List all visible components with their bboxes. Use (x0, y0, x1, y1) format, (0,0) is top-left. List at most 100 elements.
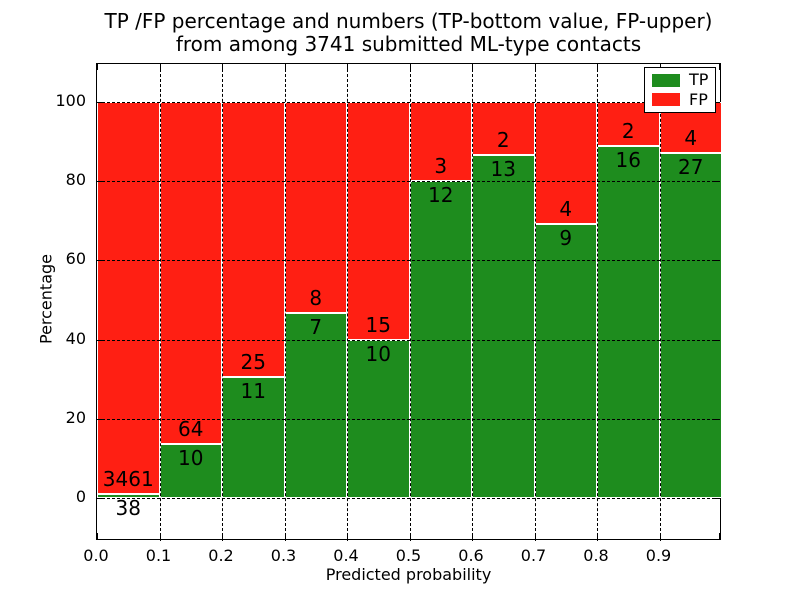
x-tick (534, 64, 536, 70)
gridline-vertical (534, 64, 536, 541)
tp-count-label: 13 (490, 156, 516, 181)
y-tick-label: 100 (55, 91, 86, 110)
gridline-horizontal (97, 498, 720, 499)
x-tick (597, 64, 598, 70)
x-tick-label: 0.9 (645, 546, 672, 565)
y-tick (714, 260, 720, 262)
x-tick (409, 64, 411, 70)
x-tick (597, 533, 598, 539)
gridline-vertical (222, 64, 223, 541)
x-tick (159, 64, 161, 70)
fp-count-label: 15 (365, 312, 391, 337)
x-tick (472, 533, 473, 539)
gridline-horizontal (97, 339, 720, 341)
x-tick-label: 0.7 (520, 546, 547, 565)
y-tick-label: 40 (65, 328, 86, 348)
fp-count-label: 3461 (102, 466, 154, 491)
tp-bar-segment (472, 154, 535, 498)
gridline-vertical (659, 64, 661, 541)
y-tick-label: 0 (75, 487, 86, 506)
chart-title-line1: TP /FP percentage and numbers (TP-bottom… (104, 9, 713, 33)
fp-count-label: 4 (559, 196, 573, 221)
x-tick (347, 64, 348, 70)
x-tick (719, 533, 720, 539)
tp-bar-segment (159, 444, 222, 498)
gridline-horizontal (97, 260, 720, 262)
tp-legend-label: TP (689, 70, 709, 90)
x-tick (347, 533, 348, 539)
x-tick (719, 64, 720, 70)
fp-count-label: 2 (496, 127, 510, 152)
y-tick (97, 102, 103, 103)
x-tick-label: 0.6 (458, 546, 484, 565)
fp-bar-segment (347, 102, 410, 340)
plot-area: TP FP 3461 38 64 10 25 11 8 7 15 10 3 12 2 13 4 9 2 16 4 27 (96, 63, 722, 541)
x-tick (97, 64, 98, 70)
x-tick-label: 0.8 (583, 546, 609, 565)
gridline-horizontal (97, 418, 720, 420)
y-tick (714, 339, 720, 341)
y-tick (97, 418, 103, 420)
x-tick (409, 533, 411, 539)
tp-bar-segment (659, 153, 722, 498)
gridline-horizontal (97, 102, 720, 103)
x-tick (284, 533, 286, 539)
tp-count-label: 10 (365, 341, 391, 366)
fp-bar-segment (284, 102, 347, 314)
x-axis-label: Predicted probability (325, 565, 492, 584)
fp-count-label: 64 (178, 417, 204, 442)
tp-count-label: 9 (559, 225, 573, 250)
gridline-vertical (409, 64, 411, 541)
legend: TP FP (644, 67, 716, 113)
y-tick-label: 20 (65, 407, 86, 427)
tp-count-label: 16 (615, 148, 641, 172)
x-tick-label: 0.4 (333, 546, 359, 565)
chart-title-line2: from among 3741 submitted ML-type contac… (175, 32, 642, 56)
y-tick-label: 60 (65, 249, 86, 269)
legend-item-tp: TP (645, 71, 715, 89)
x-tick (659, 533, 661, 539)
tp-bar-segment (97, 493, 160, 498)
gridline-vertical (347, 64, 348, 541)
fp-bar-segment (534, 102, 597, 224)
x-tick (534, 533, 536, 539)
fp-legend-label: FP (689, 89, 708, 109)
tp-count-label: 12 (428, 183, 454, 208)
tp-count-label: 27 (678, 155, 704, 180)
fp-bar-segment (159, 102, 222, 445)
chart-title: TP /FP percentage and numbers (TP-bottom… (96, 10, 721, 56)
y-tick (97, 181, 103, 183)
x-tick-label: 0.5 (395, 546, 422, 565)
gridline-vertical (472, 64, 473, 541)
x-tick-label: 0.0 (83, 546, 109, 565)
x-tick (159, 533, 161, 539)
x-tick-label: 0.3 (270, 546, 297, 565)
tp-bar-segment (284, 313, 347, 498)
tp-bar-segment (597, 146, 660, 498)
tp-bar-segment (534, 223, 597, 498)
fp-bar-segment (97, 102, 160, 494)
x-tick (222, 533, 223, 539)
tp-bar-segment (409, 181, 472, 498)
gridline-vertical (284, 64, 286, 541)
fp-bar-segment (222, 102, 285, 377)
tp-count-label: 11 (240, 379, 266, 403)
tp-legend-swatch (652, 73, 680, 87)
y-tick (714, 181, 720, 183)
tp-count-label: 7 (309, 315, 323, 340)
x-tick-label: 0.1 (145, 546, 172, 565)
fp-count-label: 4 (684, 126, 698, 151)
y-tick (714, 102, 720, 103)
gridline-horizontal (97, 181, 720, 183)
tp-count-label: 38 (115, 495, 141, 520)
legend-item-fp: FP (645, 89, 715, 109)
y-tick (97, 339, 103, 341)
x-tick-label: 0.2 (208, 546, 234, 565)
y-tick (714, 418, 720, 420)
gridline-vertical (159, 64, 161, 541)
y-tick (97, 260, 103, 262)
y-tick-label: 80 (65, 170, 86, 190)
tp-count-label: 10 (178, 446, 204, 471)
fp-count-label: 25 (240, 350, 266, 374)
